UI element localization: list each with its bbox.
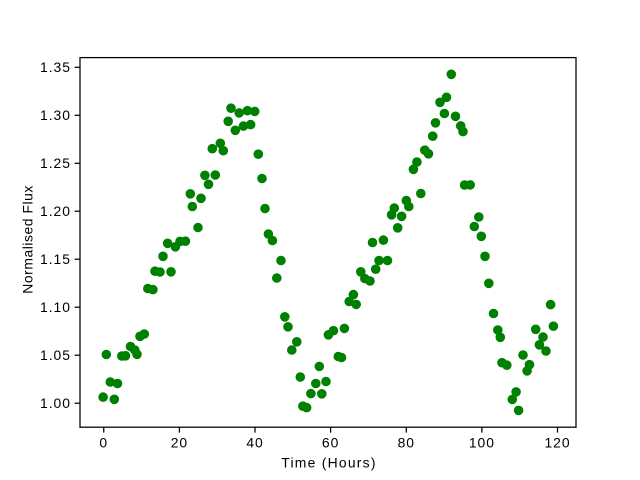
svg-text:100: 100 bbox=[469, 435, 495, 451]
svg-text:1.05: 1.05 bbox=[40, 347, 71, 363]
svg-text:120: 120 bbox=[544, 435, 570, 451]
svg-text:1.10: 1.10 bbox=[40, 299, 71, 315]
svg-text:1.15: 1.15 bbox=[40, 251, 71, 267]
svg-text:0: 0 bbox=[99, 435, 108, 451]
svg-text:20: 20 bbox=[171, 435, 188, 451]
svg-text:Time (Hours): Time (Hours) bbox=[281, 455, 377, 471]
svg-text:60: 60 bbox=[322, 435, 339, 451]
svg-text:Normalised Flux: Normalised Flux bbox=[20, 185, 36, 294]
svg-text:1.00: 1.00 bbox=[40, 395, 71, 411]
svg-text:1.20: 1.20 bbox=[40, 203, 71, 219]
svg-text:40: 40 bbox=[246, 435, 263, 451]
svg-text:1.35: 1.35 bbox=[40, 59, 71, 75]
svg-text:1.30: 1.30 bbox=[40, 107, 71, 123]
svg-text:80: 80 bbox=[398, 435, 415, 451]
svg-text:1.25: 1.25 bbox=[40, 155, 71, 171]
